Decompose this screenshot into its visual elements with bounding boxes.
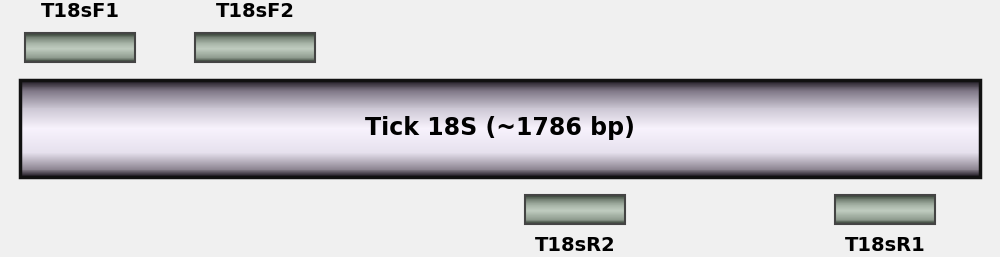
Text: Tick 18S (~1786 bp): Tick 18S (~1786 bp): [365, 116, 635, 141]
Bar: [25, 33, 135, 62]
Bar: [525, 195, 625, 224]
Text: T18sF1: T18sF1: [40, 2, 120, 21]
Bar: [195, 33, 315, 62]
Text: T18sR2: T18sR2: [535, 236, 615, 255]
Bar: [835, 195, 935, 224]
Bar: [20, 80, 980, 177]
Text: T18sF2: T18sF2: [216, 2, 294, 21]
Text: T18sR1: T18sR1: [845, 236, 925, 255]
